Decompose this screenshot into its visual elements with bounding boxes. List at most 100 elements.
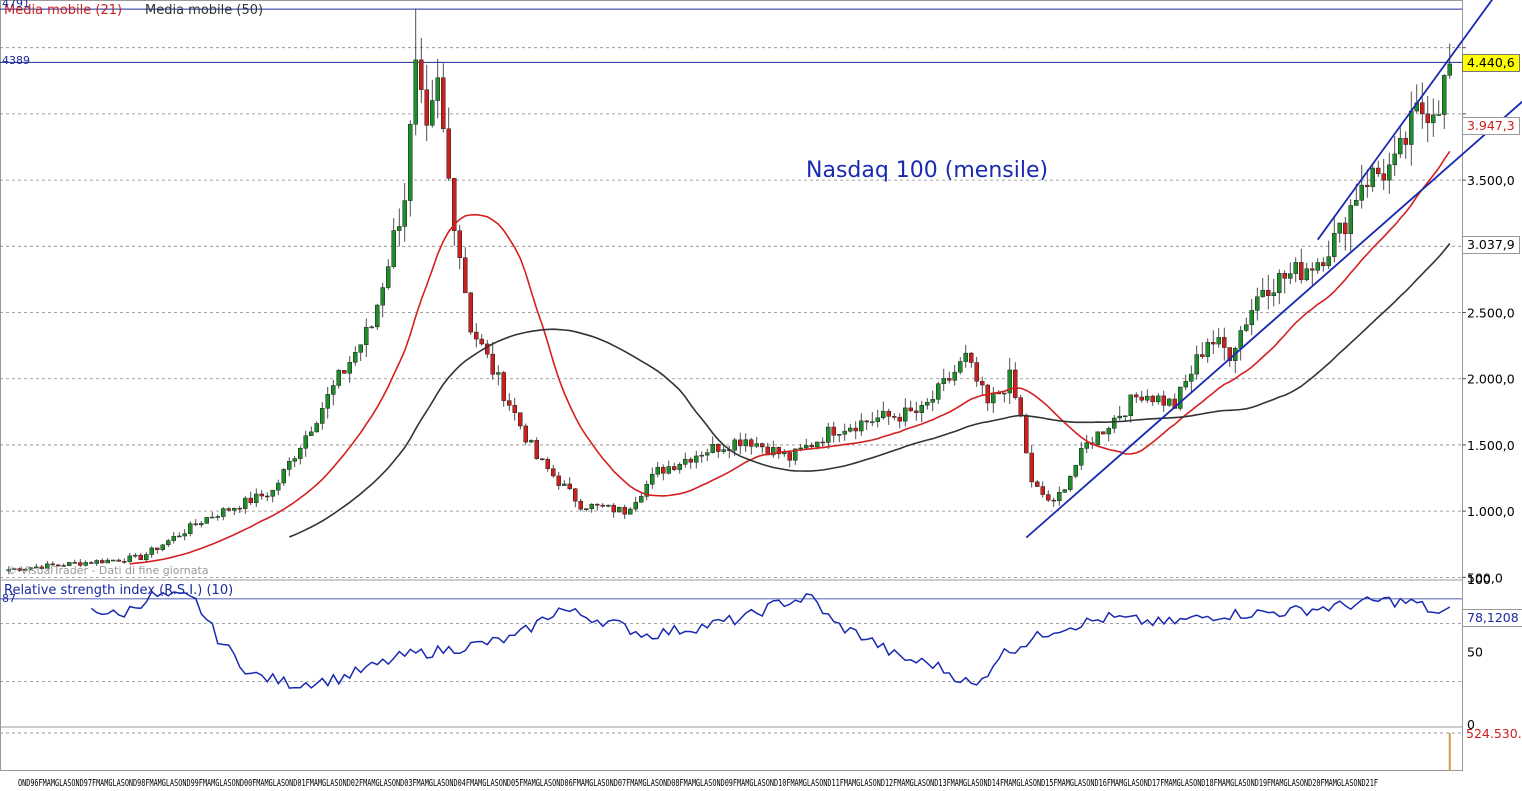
- candle-body: [331, 385, 336, 395]
- candle-body: [793, 448, 798, 461]
- candle-body: [122, 561, 127, 563]
- rsi-tick-label: 100: [1467, 572, 1491, 587]
- candle-body: [661, 467, 666, 474]
- candle-body: [886, 410, 891, 417]
- candle-body: [83, 562, 88, 566]
- candle-body: [1183, 381, 1188, 388]
- candle-body: [1079, 448, 1084, 466]
- x-tick-label: 08: [671, 778, 679, 789]
- candle-body: [875, 417, 880, 422]
- x-tick-label: 14: [992, 778, 1000, 789]
- candle-body: [287, 460, 292, 470]
- x-tick-label: FMAMGLASOND: [840, 778, 885, 789]
- candle-body: [1134, 394, 1139, 398]
- x-tick-label: 21: [1366, 778, 1374, 789]
- candle-body: [193, 523, 198, 526]
- candle-body: [309, 431, 314, 436]
- rsi-line: [90, 590, 1451, 689]
- candle-body: [628, 508, 633, 515]
- candle-body: [177, 535, 182, 538]
- candle-body: [699, 454, 704, 457]
- x-tick-label: 02: [351, 778, 359, 789]
- candle-body: [870, 421, 875, 423]
- candle-body: [210, 516, 215, 519]
- candle-body: [149, 547, 154, 555]
- candle-body: [1403, 137, 1408, 145]
- candle-body: [391, 230, 396, 267]
- candle-body: [1178, 386, 1183, 409]
- level-label-top: 4791: [2, 0, 30, 10]
- candle-body: [650, 473, 655, 485]
- legend-ma21: Media mobile (21): [4, 3, 123, 18]
- candle-body: [226, 508, 231, 511]
- candle-body: [1161, 395, 1166, 406]
- candle-body: [1128, 394, 1133, 416]
- x-tick-label: 17: [1152, 778, 1160, 789]
- x-tick-label: FMAMGLASOND: [947, 778, 992, 789]
- x-tick-label: FMAMGLASOND: [199, 778, 244, 789]
- candle-body: [859, 420, 864, 432]
- candle-body: [232, 507, 237, 511]
- price-tick-label: 1.000,0: [1467, 504, 1515, 519]
- candle-body: [1095, 431, 1100, 445]
- candle-body: [914, 410, 919, 413]
- candle-body: [721, 449, 726, 452]
- candle-body: [1260, 290, 1265, 298]
- candle-body: [248, 497, 253, 503]
- candle-body: [100, 560, 105, 564]
- candle-body: [204, 517, 209, 524]
- candle-body: [1376, 167, 1381, 174]
- candle-body: [518, 412, 523, 427]
- candle-body: [1348, 205, 1353, 235]
- x-tick-label: FMAMGLASOND: [306, 778, 351, 789]
- x-tick-label: 98: [137, 778, 145, 789]
- candle-body: [133, 554, 138, 557]
- candle-body: [446, 128, 451, 179]
- candle-body: [716, 444, 721, 452]
- candle-body: [683, 458, 688, 465]
- candle-body: [1359, 184, 1364, 201]
- candle-body: [512, 405, 517, 413]
- candle-body: [441, 77, 446, 129]
- candle-body: [1304, 268, 1309, 281]
- x-tick-label: FMAMGLASOND: [1320, 778, 1365, 789]
- x-tick-label: FMAMGLASOND: [1267, 778, 1312, 789]
- candle-body: [534, 440, 539, 459]
- candle-body: [314, 423, 319, 433]
- candle-body: [578, 500, 583, 510]
- candle-body: [23, 569, 28, 571]
- candle-body: [930, 399, 935, 403]
- candle-body: [34, 566, 39, 569]
- x-tick-label: 10: [778, 778, 786, 789]
- candle-body: [78, 562, 83, 566]
- candle-body: [1249, 310, 1254, 326]
- candle-body: [380, 287, 385, 306]
- candle-body: [270, 489, 275, 497]
- candle-body: [1387, 164, 1392, 181]
- candle-body: [1337, 222, 1342, 234]
- candle-body: [936, 383, 941, 400]
- x-tick-label: FMAMGLASOND: [1053, 778, 1098, 789]
- candle-body: [215, 516, 220, 518]
- x-tick-label: FMAMGLASOND: [733, 778, 778, 789]
- candle-body: [468, 292, 473, 333]
- candle-body: [556, 475, 561, 486]
- price-tick-label: 1.500,0: [1467, 438, 1515, 453]
- candle-body: [1002, 392, 1007, 395]
- candle-body: [749, 439, 754, 447]
- candle-body: [1299, 262, 1304, 281]
- candle-body: [1145, 395, 1150, 401]
- candle-body: [56, 564, 61, 567]
- candle-body: [474, 331, 479, 340]
- candle-body: [1117, 415, 1122, 419]
- candle-body: [903, 407, 908, 422]
- x-tick-label: 19: [1259, 778, 1267, 789]
- candle-body: [947, 378, 952, 381]
- candle-body: [1238, 330, 1243, 349]
- x-tick-label: 07: [618, 778, 626, 789]
- rsi-tick-label: 50: [1467, 645, 1483, 660]
- candle-body: [738, 439, 743, 447]
- candle-body: [155, 547, 160, 550]
- legend-ma50: Media mobile (50): [145, 3, 264, 18]
- candle-body: [188, 523, 193, 534]
